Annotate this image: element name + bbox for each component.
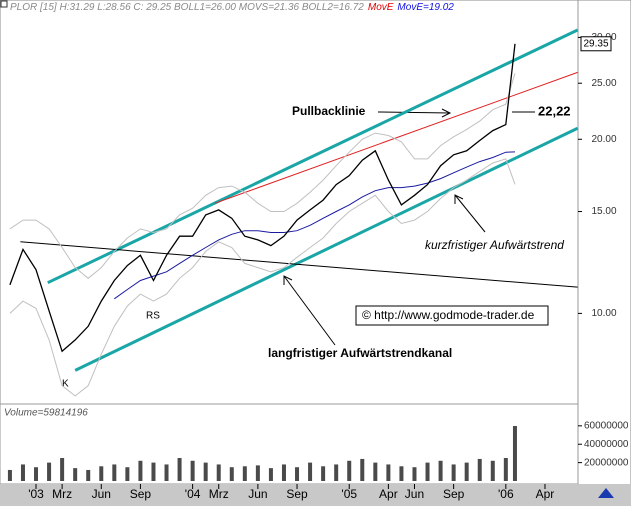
series-line (9, 73, 516, 279)
y-tick-label: 20000000 (584, 457, 629, 468)
arrow-head (441, 108, 452, 118)
arrows (283, 108, 535, 346)
volume-bar (255, 465, 260, 481)
x-axis-band (0, 484, 631, 506)
volume-bar (47, 462, 52, 481)
x-tick-label: Sep (130, 487, 152, 501)
volume-bar (399, 466, 404, 481)
copyright-box (355, 305, 549, 326)
volume-bar (412, 467, 417, 481)
volume-bar (268, 468, 273, 481)
volume-bar (477, 458, 482, 481)
y-tick-label: 60000000 (584, 420, 629, 431)
y-tick-label: 25.00 (591, 78, 616, 89)
x-tick-label: Apr (379, 487, 398, 501)
volume-bar (373, 462, 378, 481)
annotation: K (62, 379, 69, 390)
x-tick-label: Apr (536, 487, 555, 501)
volume-bar (438, 460, 443, 481)
volume-bar (308, 462, 313, 481)
trend-line (74, 126, 579, 372)
trend-line (47, 28, 579, 285)
volume-bar (177, 458, 182, 481)
volume-bar (216, 464, 221, 481)
volume-bar (512, 426, 517, 481)
volume-bar (138, 460, 143, 481)
arrow (454, 194, 486, 233)
annotation: Pullbacklinie (292, 104, 366, 118)
volume-bar (281, 464, 286, 481)
volume-bar (151, 462, 156, 481)
volume-bar (451, 464, 456, 481)
volume-bar (295, 467, 300, 481)
header-part: MovE (368, 2, 394, 13)
series-line (114, 151, 516, 300)
volume-bar (34, 467, 39, 481)
volume-bar (347, 460, 352, 481)
annotation: 22,22 (538, 103, 571, 118)
x-tick-label: '03 (28, 487, 44, 501)
x-tick-label: Mrz (52, 487, 72, 501)
x-tick-label: '05 (341, 487, 357, 501)
trend-line (214, 71, 578, 204)
volume-bar (60, 458, 65, 481)
y-tick-label: 15.00 (591, 206, 616, 217)
annotation: kurzfristiger Aufwärtstrend (425, 238, 564, 252)
volume-bar (242, 466, 247, 481)
volume-bar (425, 462, 430, 481)
arrow (377, 111, 451, 114)
volume-bar (229, 467, 234, 481)
arrow-head (454, 194, 464, 204)
volume-bar (360, 458, 365, 481)
arrow-head (283, 275, 293, 285)
x-tick-label: Sep (443, 487, 465, 501)
volume-bar (125, 467, 130, 481)
header: PLOR [15] H:31.29 L:28.56 C: 29.25 BOLL1… (10, 2, 454, 13)
x-tick-label: Jun (92, 487, 111, 501)
volume-bar (190, 460, 195, 481)
volume-bar (164, 464, 169, 481)
x-tick-label: Jun (405, 487, 424, 501)
price-label: 29.35 (583, 38, 608, 49)
volume-bar (503, 458, 508, 481)
volume-bar (73, 468, 78, 481)
copyright: © http://www.godmode-trader.de (362, 308, 535, 322)
icon (0, 0, 8, 8)
series-line (9, 43, 516, 353)
header-part: MovE=19.02 (397, 2, 454, 13)
header-part: PLOR [15] H:31.29 L:28.56 C: 29.25 BOLL1… (10, 2, 364, 13)
y-tick-label: 10.00 (591, 308, 616, 319)
x-tick-label: Jun (248, 487, 267, 501)
volume-bar (386, 464, 391, 481)
volume-bar (464, 462, 469, 481)
volume-bar (112, 464, 117, 481)
annotation: RS (146, 311, 160, 322)
volume-bar (86, 469, 91, 481)
x-tick-label: Mrz (209, 487, 229, 501)
y-tick-label: 40000000 (584, 439, 629, 450)
volume-bar (321, 466, 326, 481)
x-tick-label: '06 (498, 487, 514, 501)
volume-title: Volume=59814196 (4, 408, 88, 419)
y-tick-label: 20.00 (591, 134, 616, 145)
icon (598, 488, 614, 498)
arrow (283, 275, 336, 346)
volume-bar (203, 462, 208, 481)
trend-line (20, 241, 578, 288)
volume-bar (99, 466, 104, 481)
x-tick-label: Sep (286, 487, 308, 501)
price-box (580, 36, 612, 52)
volume-bar (334, 464, 339, 481)
annotation: langfristiger Aufwärtstrendkanal (268, 346, 452, 360)
x-tick-label: '04 (185, 487, 201, 501)
series-line (9, 158, 516, 397)
volume-bar (20, 464, 25, 481)
volume-bar (7, 469, 12, 481)
volume-bar (490, 460, 495, 481)
